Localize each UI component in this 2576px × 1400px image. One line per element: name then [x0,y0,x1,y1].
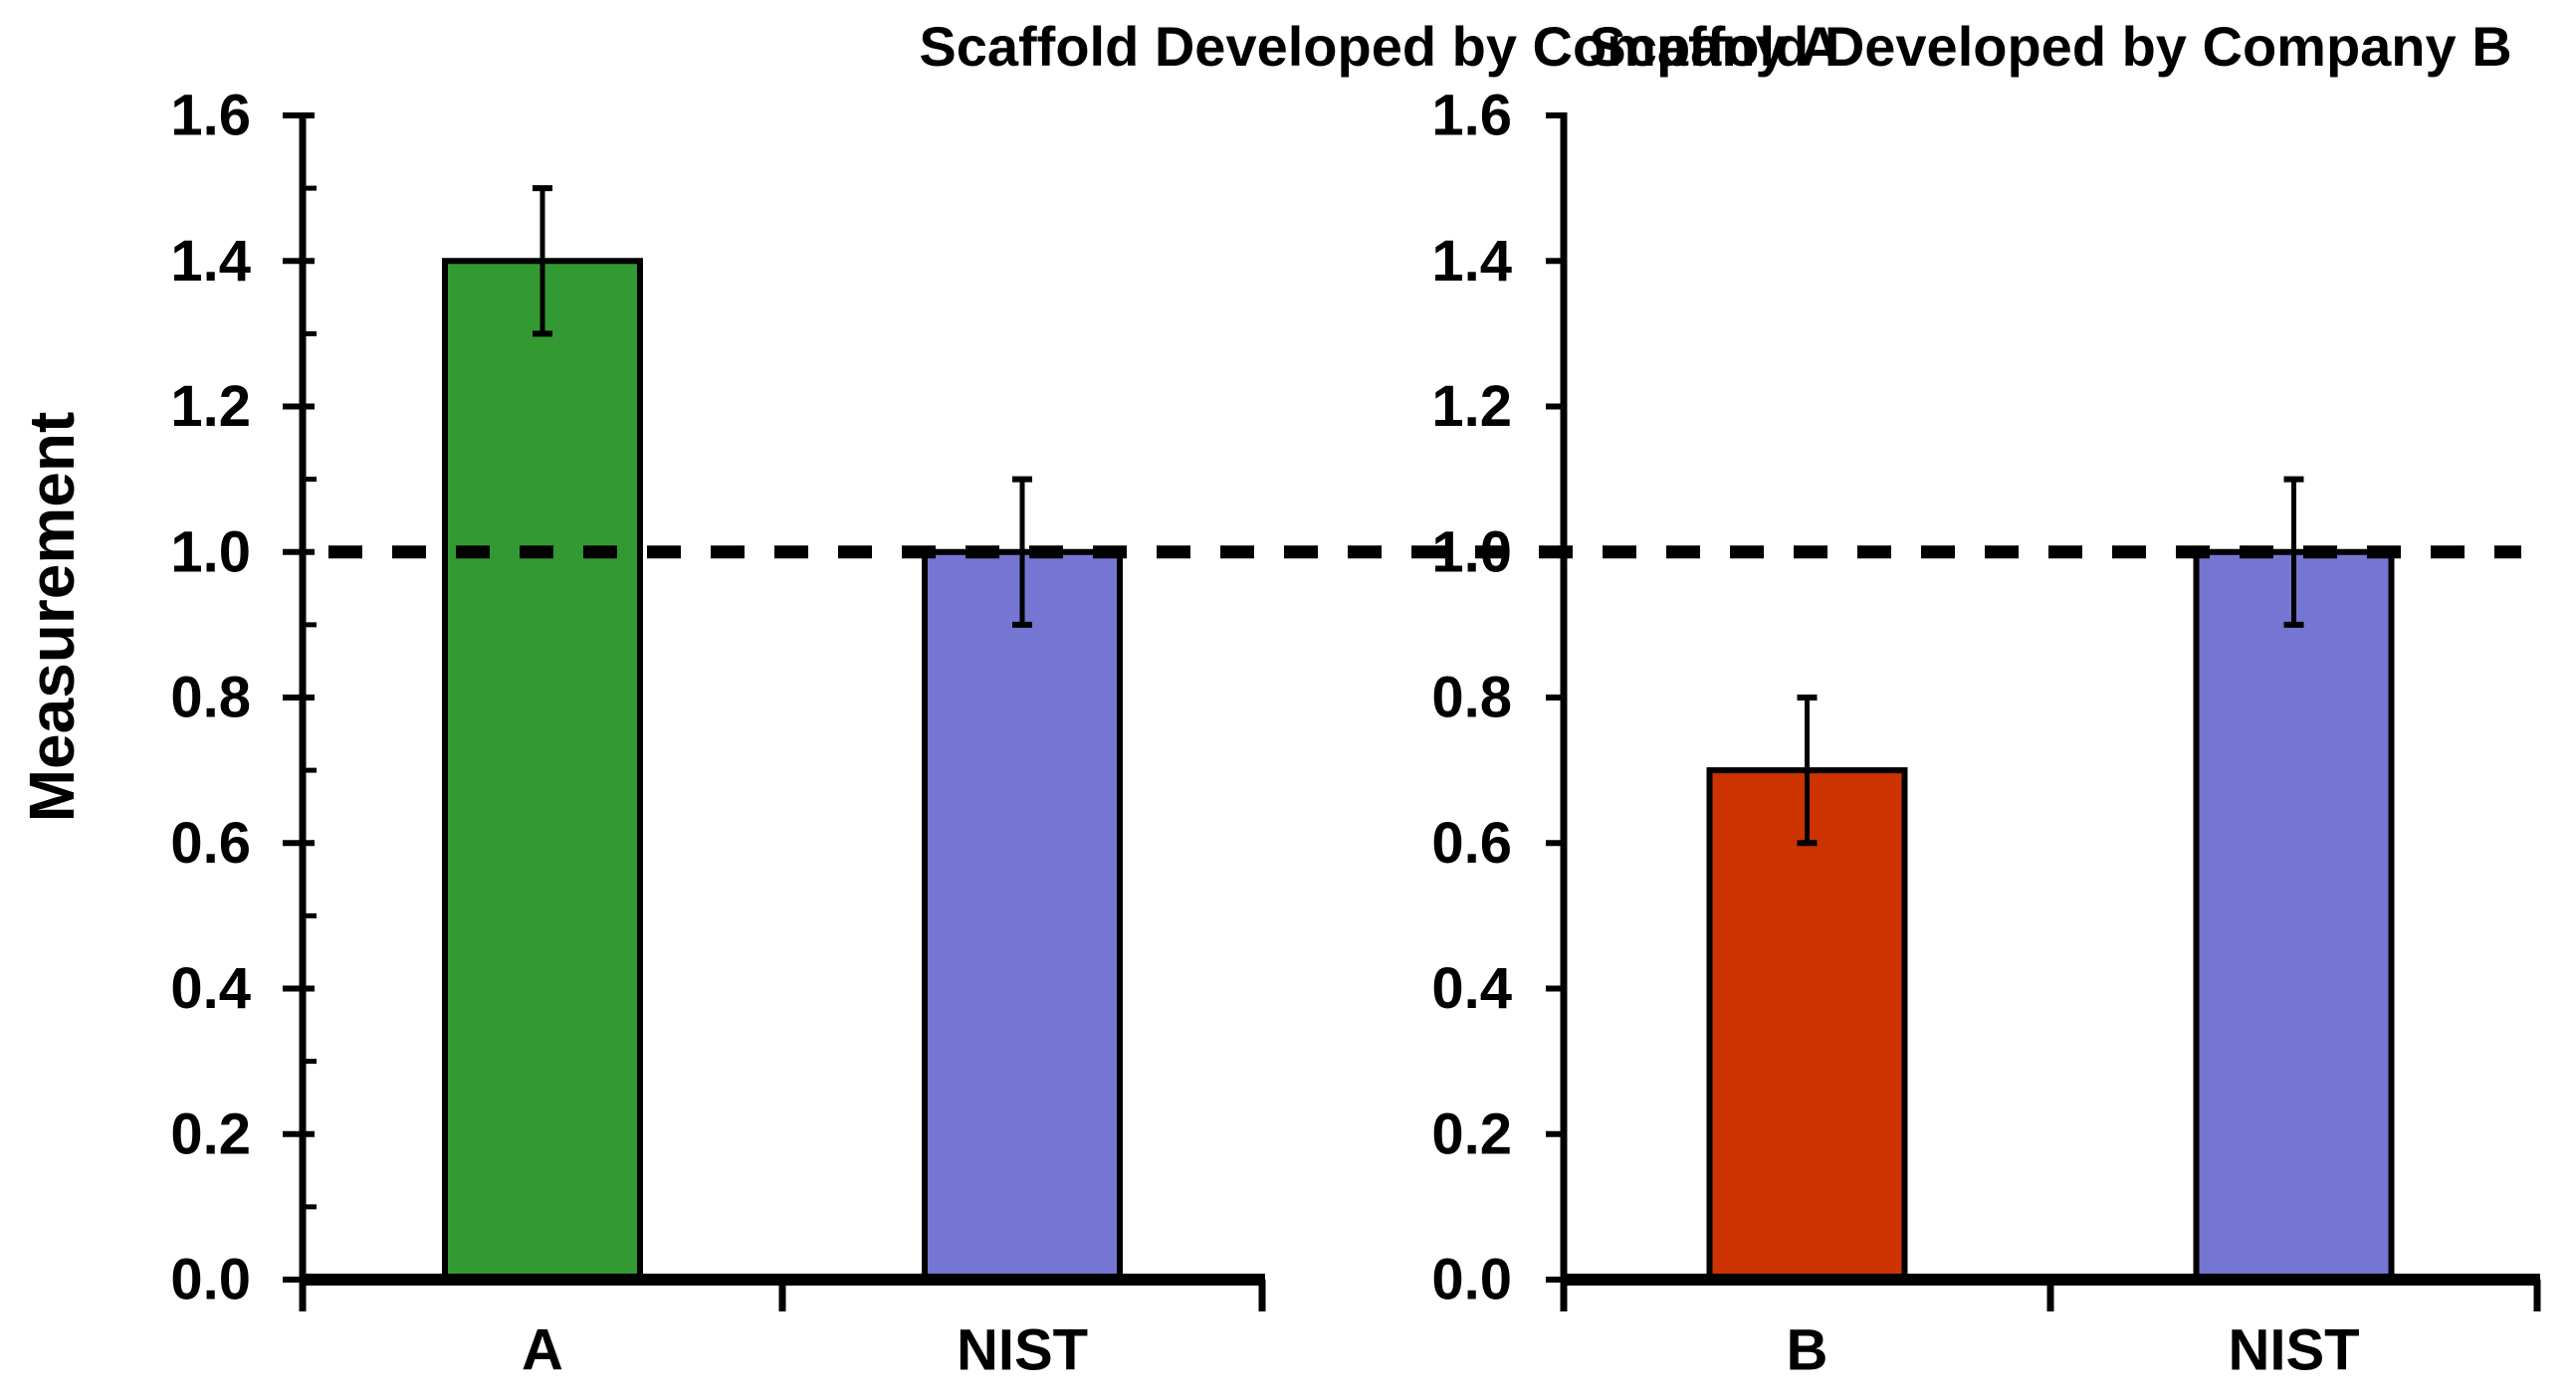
y-tick-label: 1.4 [170,229,251,294]
y-tick-label: 1.6 [170,84,251,148]
y-tick-label: 0.4 [170,956,251,1021]
y-tick-label: 0.2 [170,1101,251,1166]
y-tick-label: 1.6 [1431,84,1512,148]
bar-a [442,258,643,1283]
chart-title-company-a: Scaffold Developed by Company A [919,15,1840,78]
y-tick-label: 1.4 [1431,229,1512,294]
chart-title-company-b: Scaffold Developed by Company B [1589,15,2512,78]
y-tick-label: 0.8 [1431,666,1512,730]
bar-nist [922,548,1123,1283]
y-tick-label: 1.0 [170,519,251,584]
bar-b [1706,767,1908,1283]
y-tick-label: 0.0 [170,1248,251,1312]
y-tick-label: 0.6 [170,811,251,876]
y-tick-label: 0.8 [170,666,251,730]
x-category-label-nist: NIST [2228,1318,2359,1383]
y-tick-label: 1.2 [1431,374,1512,439]
x-category-label-b: B [1787,1318,1828,1383]
x-category-label-a: A [522,1318,563,1383]
y-tick-label: 0.2 [1431,1101,1512,1166]
bar-nist [2193,548,2395,1283]
y-tick-label: 0.6 [1431,811,1512,876]
y-tick-label: 1.2 [170,374,251,439]
y-tick-label: 0.4 [1431,956,1512,1021]
x-category-label-nist: NIST [957,1318,1088,1383]
y-tick-label: 0.0 [1431,1248,1512,1312]
